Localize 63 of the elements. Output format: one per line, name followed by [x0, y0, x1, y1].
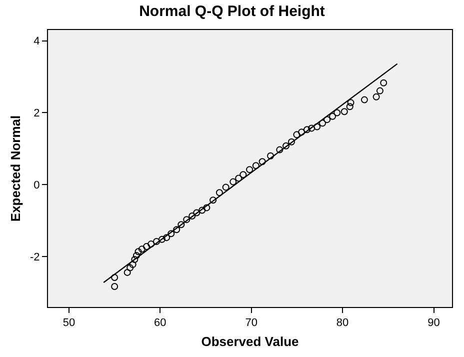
x-tick-label: 60 — [154, 317, 166, 330]
point — [230, 178, 237, 186]
point — [360, 96, 368, 104]
point — [347, 99, 354, 106]
y-tick-label: 4 — [34, 36, 40, 48]
point — [288, 138, 295, 146]
point — [334, 109, 341, 116]
point — [163, 234, 170, 242]
point — [173, 226, 180, 234]
point — [129, 261, 136, 268]
point — [380, 79, 388, 86]
point — [188, 212, 196, 220]
point — [246, 166, 254, 174]
point — [293, 131, 300, 138]
point — [178, 221, 185, 228]
point — [158, 236, 166, 243]
point — [258, 158, 266, 166]
point — [276, 146, 284, 154]
y-tick-label: -2 — [30, 251, 40, 264]
chart-title: Normal Q-Q Plot of Height — [139, 2, 325, 20]
y-tick-label: 2 — [34, 108, 40, 120]
point — [126, 264, 134, 272]
point — [183, 216, 190, 224]
x-tick-label: 50 — [62, 317, 76, 330]
point — [329, 112, 336, 120]
point — [372, 93, 380, 100]
point — [124, 268, 131, 276]
point — [168, 230, 175, 238]
x-tick-label: 70 — [245, 317, 258, 330]
point — [298, 128, 306, 136]
point — [132, 252, 140, 260]
point — [282, 142, 290, 150]
point — [240, 171, 247, 178]
x-axis-title: Observed Value — [201, 334, 299, 349]
point — [324, 116, 331, 124]
point — [210, 196, 217, 204]
x-tick-label: 80 — [336, 317, 349, 330]
y-axis-title: Expected Normal — [8, 115, 23, 222]
point — [111, 274, 118, 281]
point — [304, 126, 310, 134]
point — [314, 123, 321, 130]
point — [142, 243, 150, 250]
point — [319, 120, 326, 127]
point — [346, 103, 354, 110]
x-tick-label: 90 — [428, 317, 440, 330]
point — [134, 248, 142, 256]
y-tick-label: 0 — [34, 180, 40, 192]
point — [111, 282, 118, 290]
point — [376, 87, 384, 94]
point — [340, 108, 348, 116]
point — [235, 174, 242, 182]
point — [267, 152, 274, 160]
point — [222, 184, 230, 191]
point — [252, 162, 260, 170]
point — [203, 204, 210, 212]
point — [193, 209, 200, 216]
point — [216, 189, 223, 196]
point — [153, 238, 160, 246]
point — [198, 206, 206, 214]
point — [308, 124, 316, 132]
point — [148, 240, 155, 248]
point — [138, 246, 146, 253]
point — [131, 256, 138, 264]
